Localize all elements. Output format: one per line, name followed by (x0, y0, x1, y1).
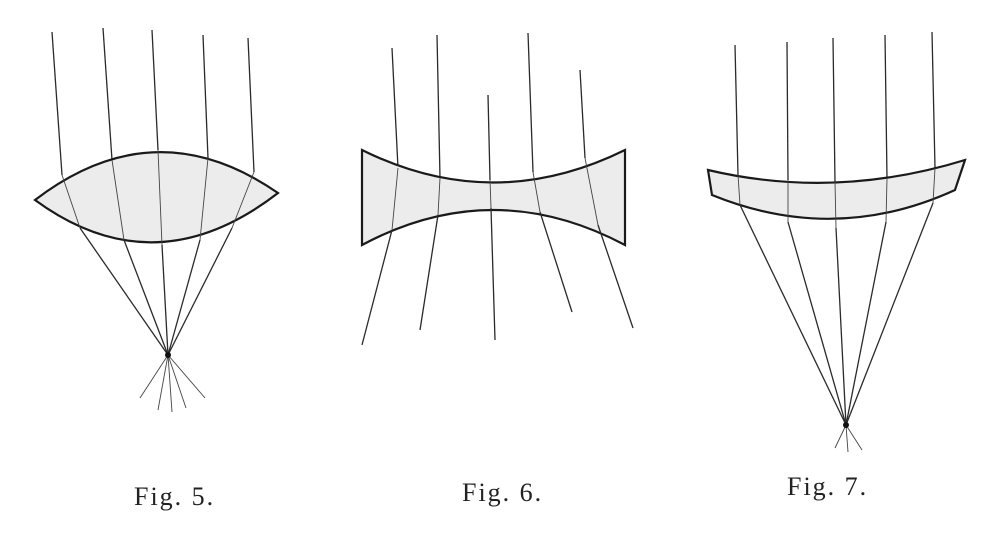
fig6-incident-rays (391, 32, 586, 181)
fig6-internal-rays (391, 157, 599, 231)
fig5-internal-rays (61, 149, 255, 246)
fig7-refracted-rays (739, 202, 934, 453)
fig6-caption: Fig. 6. (462, 478, 544, 507)
fig5-lens-shape (33, 151, 280, 244)
fig7-internal-rays (737, 167, 936, 229)
fig5-incident-rays (51, 27, 255, 176)
figure-7-meniscus-lens (706, 31, 967, 453)
fig7-caption: Fig. 7. (787, 472, 869, 501)
fig5-focal-point (165, 352, 171, 358)
fig7-lens-shape (706, 158, 967, 220)
fig7-incident-rays (734, 31, 936, 183)
fig6-lens-shape (360, 148, 627, 247)
figure-5-biconvex-lens (33, 27, 280, 413)
fig7-focal-point (843, 422, 849, 428)
fig6-refracted-rays (361, 207, 634, 346)
fig5-refracted-rays (79, 227, 233, 413)
fig5-caption: Fig. 5. (134, 482, 216, 511)
figure-6-biconcave-lens (360, 32, 634, 346)
